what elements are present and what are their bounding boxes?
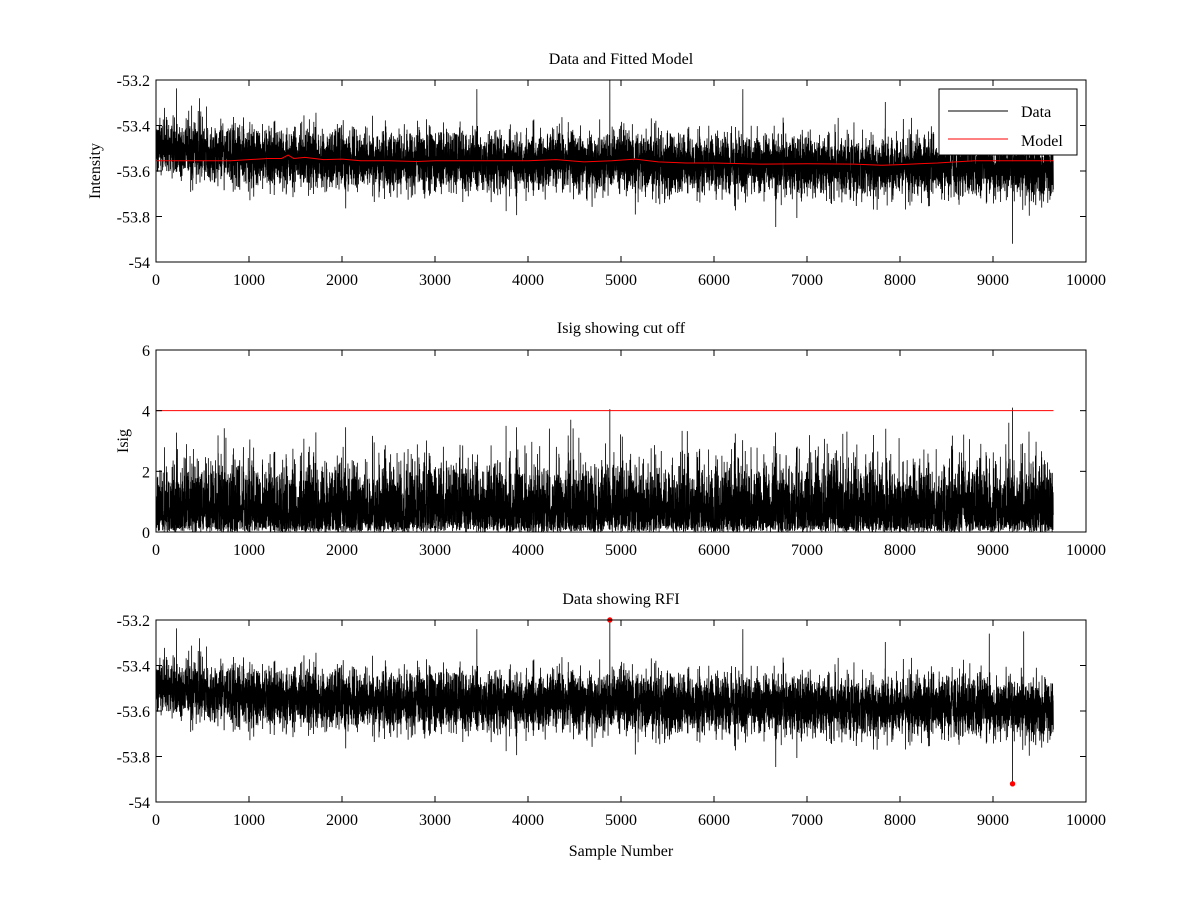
y-tick-label: 4 xyxy=(142,404,150,421)
x-tick-label: 9000 xyxy=(977,272,1009,289)
data-showing-rfi-panel: Data showing RFI Sample Number 0 1000 2000… xyxy=(117,591,1106,860)
x-tick-label: 3000 xyxy=(419,272,451,289)
x-tick-label: 8000 xyxy=(884,542,916,559)
ticks-layer: 0 1000 2000 3000 4000 5000 6000 7000 8000 9000 100… xyxy=(117,73,1106,289)
axes-frame xyxy=(155,619,1087,803)
series-model-line xyxy=(156,154,1054,166)
y-tick-label: 0 xyxy=(142,525,150,542)
x-tick-label: 1000 xyxy=(233,272,265,289)
x-tick-label: 5000 xyxy=(605,272,637,289)
x-tick-label: 1000 xyxy=(233,542,265,559)
y-tick-label: -54 xyxy=(129,795,150,812)
x-tick-label: 5000 xyxy=(605,812,637,829)
y-tick-label: -53.2 xyxy=(117,613,150,630)
y-tick-label: 6 xyxy=(142,343,150,360)
panel-title: Data showing RFI xyxy=(562,591,679,608)
x-tick-label: 6000 xyxy=(698,812,730,829)
x-tick-label: 3000 xyxy=(419,812,451,829)
x-tick-label: 10000 xyxy=(1066,812,1106,829)
series-layer xyxy=(155,79,1054,244)
y-tick-label: -53.8 xyxy=(117,750,150,767)
x-tick-label: 6000 xyxy=(698,272,730,289)
x-tick-label: 4000 xyxy=(512,542,544,559)
x-tick-label: 7000 xyxy=(791,812,823,829)
series-layer xyxy=(155,407,1054,533)
series-isig-line xyxy=(155,407,1054,533)
y-tick-label: -53.8 xyxy=(117,210,150,227)
x-tick-label: 0 xyxy=(152,272,160,289)
axes-frame xyxy=(155,79,1087,263)
x-tick-label: 2000 xyxy=(326,272,358,289)
x-tick-label: 0 xyxy=(152,542,160,559)
y-tick-label: -53.6 xyxy=(117,164,150,181)
y-tick-label: -53.4 xyxy=(117,659,150,676)
x-tick-label: 6000 xyxy=(698,542,730,559)
x-tick-label: 9000 xyxy=(977,542,1009,559)
ticks-layer: 0 1000 2000 3000 4000 5000 6000 7000 8000 9000 100… xyxy=(142,343,1106,559)
panel-title: Data and Fitted Model xyxy=(549,51,694,68)
legend-box xyxy=(938,88,1078,156)
panel-title: Isig showing cut off xyxy=(557,320,686,337)
legend-label-data: Data xyxy=(1021,104,1051,121)
x-tick-label: 10000 xyxy=(1066,542,1106,559)
x-tick-label: 8000 xyxy=(884,272,916,289)
x-tick-label: 2000 xyxy=(326,542,358,559)
x-tick-label: 2000 xyxy=(326,812,358,829)
y-axis-title: Isig xyxy=(115,429,132,453)
x-tick-label: 10000 xyxy=(1066,272,1106,289)
y-tick-label: -53.2 xyxy=(117,73,150,90)
x-tick-label: 7000 xyxy=(791,542,823,559)
isig-cutoff-panel: Isig showing cut off Isig 0 1000 2000 3000 4… xyxy=(115,320,1106,559)
x-axis-title: Sample Number xyxy=(569,843,674,860)
x-tick-label: 3000 xyxy=(419,542,451,559)
x-tick-label: 4000 xyxy=(512,272,544,289)
y-tick-label: -54 xyxy=(129,255,150,272)
legend: Data Model xyxy=(938,88,1078,156)
x-tick-label: 7000 xyxy=(791,272,823,289)
x-tick-label: 0 xyxy=(152,812,160,829)
rfi-marker xyxy=(1009,781,1016,787)
y-axis-title: Intensity xyxy=(87,143,104,199)
y-tick-label: 2 xyxy=(142,464,150,481)
series-data-line xyxy=(155,619,1054,784)
x-tick-label: 8000 xyxy=(884,812,916,829)
x-tick-label: 1000 xyxy=(233,812,265,829)
x-tick-label: 5000 xyxy=(605,542,637,559)
axes-frame xyxy=(155,349,1087,533)
data-and-fitted-model-panel: Data and Fitted Model Intensity 0 1000 200… xyxy=(87,51,1106,289)
legend-label-model: Model xyxy=(1021,133,1063,150)
y-tick-label: -53.4 xyxy=(117,119,150,136)
y-tick-label: -53.6 xyxy=(117,704,150,721)
series-layer xyxy=(155,617,1054,787)
x-tick-label: 4000 xyxy=(512,812,544,829)
x-tick-label: 9000 xyxy=(977,812,1009,829)
